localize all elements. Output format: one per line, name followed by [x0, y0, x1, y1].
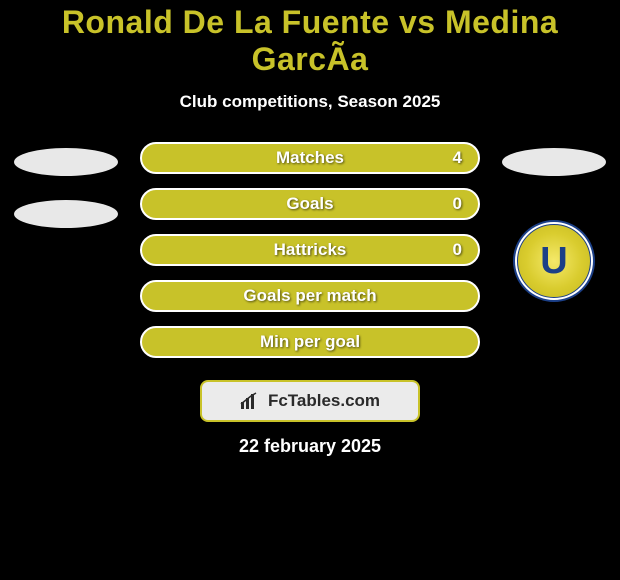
stat-bars: Matches 4 Goals 0 Hattricks 0 Goals per … [140, 142, 480, 358]
stat-label: Goals [286, 194, 333, 214]
right-ellipse-1 [502, 148, 606, 176]
stat-bar-goals: Goals 0 [140, 188, 480, 220]
subtitle: Club competitions, Season 2025 [0, 92, 620, 112]
brand-text: FcTables.com [268, 391, 380, 411]
bar-chart-icon [240, 392, 262, 410]
left-ellipse-2 [14, 200, 118, 228]
stat-bar-matches: Matches 4 [140, 142, 480, 174]
stat-value: 0 [453, 194, 462, 214]
stat-bar-goals-per-match: Goals per match [140, 280, 480, 312]
stat-label: Matches [276, 148, 344, 168]
stat-bar-min-per-goal: Min per goal [140, 326, 480, 358]
stat-label: Hattricks [274, 240, 347, 260]
date-text: 22 february 2025 [0, 436, 620, 457]
left-ellipse-1 [14, 148, 118, 176]
comparison-body: Matches 4 Goals 0 Hattricks 0 Goals per … [0, 142, 620, 358]
comparison-card: Ronald De La Fuente vs Medina GarcÃa Clu… [0, 0, 620, 580]
stat-label: Goals per match [243, 286, 376, 306]
stat-value: 4 [453, 148, 462, 168]
stat-label: Min per goal [260, 332, 360, 352]
left-decor-column [10, 142, 122, 228]
crest-letter: U [540, 242, 567, 280]
stat-bar-hattricks: Hattricks 0 [140, 234, 480, 266]
brand-box: FcTables.com [200, 380, 420, 422]
right-decor-column: U [498, 142, 610, 302]
page-title: Ronald De La Fuente vs Medina GarcÃa [0, 4, 620, 78]
club-crest-icon: U [513, 220, 595, 302]
stat-value: 0 [453, 240, 462, 260]
